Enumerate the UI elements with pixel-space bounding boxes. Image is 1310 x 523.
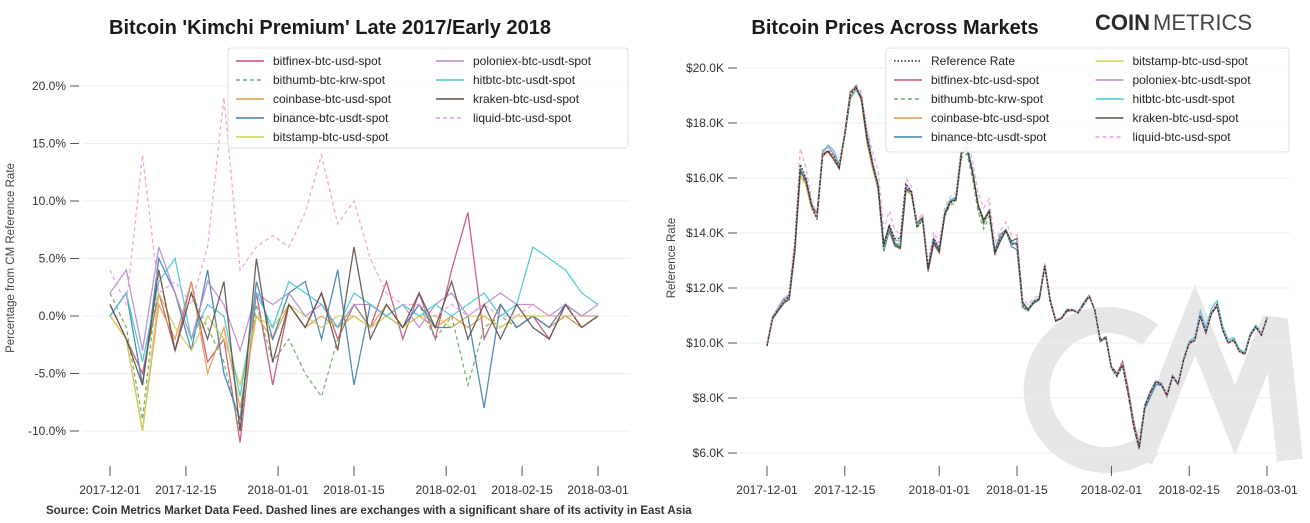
y-tick-label: $10.0K — [686, 336, 724, 350]
x-tick-label: 2018-01-15 — [986, 483, 1048, 497]
premium-chart: -10.0% -5.0% 0.0% 5.0% 10.0% 15.0% 20.0% 2017-1… — [28, 47, 630, 497]
x-tick-label: 2018-03-01 — [567, 483, 629, 497]
y-tick-label: $20.0K — [686, 61, 724, 75]
cm-watermark — [1023, 284, 1303, 473]
x-tick-label: 2018-02-15 — [1159, 483, 1221, 497]
left-y-label: Percentage from CM Reference Rate — [5, 163, 17, 353]
y-tick-label: 0.0% — [39, 309, 67, 323]
source-footer: Source: Coin Metrics Market Data Feed. D… — [46, 505, 692, 517]
right-chart-title: Bitcoin Prices Across Markets — [751, 17, 1038, 39]
series-line-kraken-btc-usd-spot — [109, 246, 599, 432]
legend-box — [885, 47, 1290, 153]
legend-label: liquid-btc-usd-spot — [473, 111, 572, 125]
y-tick-label: $6.0K — [693, 446, 724, 460]
logo-bold: COIN — [1095, 10, 1150, 35]
coinmetrics-logo: COIN METRICS — [1095, 10, 1252, 35]
series-line-bitstamp-btc-usd-spot — [109, 290, 598, 432]
legend-label: bitstamp-btc-usd-spot — [273, 130, 389, 144]
y-tick-label: -10.0% — [28, 424, 66, 438]
legend-label: binance-btc-usdt-spot — [273, 111, 389, 125]
x-tick-label: 2017-12-01 — [736, 483, 798, 497]
x-tick-label: 2018-01-15 — [323, 483, 385, 497]
left-chart-title: Bitcoin 'Kimchi Premium' Late 2017/Early… — [109, 17, 551, 39]
legend-label: hitbtc-btc-usdt-spot — [1133, 92, 1236, 106]
series-line-reference-rate — [766, 85, 1268, 448]
legend-label: bitfinex-btc-usd-spot — [273, 54, 382, 68]
legend-label: kraken-btc-usd-spot — [473, 92, 580, 106]
x-tick-label: 2018-01-01 — [909, 483, 971, 497]
legend-label: bitstamp-btc-usd-spot — [1133, 54, 1249, 68]
legend-label: kraken-btc-usd-spot — [1133, 111, 1240, 125]
x-tick-label: 2018-01-01 — [247, 483, 309, 497]
series-line-liquid-btc-usd-spot — [766, 82, 1268, 448]
x-tick-label: 2018-02-01 — [415, 483, 477, 497]
y-tick-label: $18.0K — [686, 116, 724, 130]
y-tick-label: 10.0% — [32, 194, 66, 208]
legend-label: bitfinex-btc-usd-spot — [931, 73, 1040, 87]
watermark-c-shape — [1023, 307, 1159, 473]
y-tick-label: -5.0% — [35, 367, 67, 381]
x-tick-label: 2017-12-15 — [155, 483, 217, 497]
right-y-label: Reference Rate — [666, 218, 678, 299]
x-tick-label: 2017-12-01 — [79, 483, 141, 497]
legend-label: poloniex-btc-usdt-spot — [1133, 73, 1252, 87]
y-tick-label: 5.0% — [39, 252, 67, 266]
y-tick-label: $8.0K — [693, 391, 724, 405]
y-tick-label: $16.0K — [686, 171, 724, 185]
legend-label: hitbtc-btc-usdt-spot — [473, 73, 576, 87]
legend-label: poloniex-btc-usdt-spot — [473, 54, 592, 68]
x-tick-label: 2018-03-01 — [1236, 483, 1298, 497]
x-tick-label: 2018-02-15 — [491, 483, 553, 497]
series-line-liquid-btc-usd-spot — [109, 97, 598, 317]
legend-label: coinbase-btc-usd-spot — [273, 92, 392, 106]
logo-light: METRICS — [1153, 10, 1252, 35]
legend-label: coinbase-btc-usd-spot — [931, 111, 1050, 125]
y-tick-label: 15.0% — [32, 137, 66, 151]
y-tick-label: $14.0K — [686, 226, 724, 240]
price-chart: $6.0K $8.0K $10.0K $12.0K $14.0K $16.0K $18.0K… — [686, 47, 1298, 497]
legend-box — [227, 47, 629, 149]
x-tick-label: 2018-02-01 — [1081, 483, 1143, 497]
legend-label: liquid-btc-usd-spot — [1133, 130, 1232, 144]
watermark-m-shape — [1127, 284, 1303, 465]
legend-label: binance-btc-usdt-spot — [931, 130, 1047, 144]
legend-label: Reference Rate — [931, 54, 1015, 68]
legend-label: bithumb-btc-krw-spot — [273, 73, 386, 87]
x-tick-label: 2017-12-15 — [814, 483, 876, 497]
y-tick-label: $12.0K — [686, 281, 724, 295]
legend-label: bithumb-btc-krw-spot — [931, 92, 1044, 106]
y-tick-label: 20.0% — [32, 79, 66, 93]
